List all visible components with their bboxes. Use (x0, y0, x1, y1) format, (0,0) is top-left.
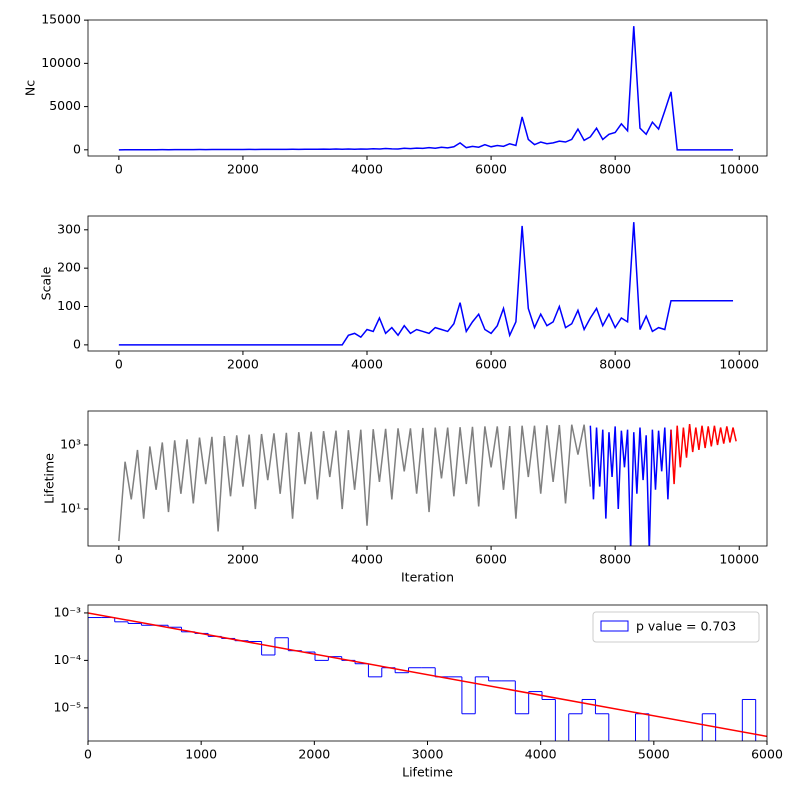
legend-box (592, 611, 760, 643)
y-tick-label: 10¹ (60, 501, 81, 516)
x-tick-label: 2000 (227, 357, 259, 372)
axes-frame (87, 19, 768, 157)
y-tick-label: 10³ (60, 436, 81, 451)
x-tick-label: 0 (115, 162, 123, 177)
y-tick-label: 100 (57, 298, 81, 313)
data-line (118, 424, 592, 542)
axes-frame (87, 410, 768, 547)
x-tick-label: 10000 (719, 162, 759, 177)
axes-frame (87, 604, 768, 742)
x-tick-label: 8000 (599, 162, 631, 177)
y-tick-label: 10000 (41, 55, 81, 70)
y-tick-label: 5000 (49, 98, 81, 113)
legend-label: p value = 0.703 (636, 619, 736, 634)
y-tick-label: 0 (73, 336, 81, 351)
data-line (118, 26, 734, 151)
x-tick-label: 0 (115, 357, 123, 372)
y-axis-label: Lifetime (42, 453, 57, 504)
data-line (589, 425, 672, 546)
x-tick-label: 10000 (719, 552, 759, 567)
data-line (670, 423, 737, 485)
x-tick-label: 3000 (412, 747, 444, 762)
plot-area (88, 612, 767, 741)
plot-area (118, 222, 734, 346)
x-tick-label: 6000 (475, 552, 507, 567)
y-tick-label: 300 (57, 221, 81, 236)
y-tick-label: 10⁻³ (53, 604, 81, 619)
x-tick-label: 6000 (475, 357, 507, 372)
x-tick-label: 5000 (638, 747, 670, 762)
x-tick-label: 10000 (719, 357, 759, 372)
axes-frame (87, 215, 768, 352)
y-axis-label: Nc (23, 80, 38, 96)
y-tick-label: 0 (73, 141, 81, 156)
y-tick-label: 10⁻⁵ (53, 699, 81, 714)
y-tick-label: 10⁻⁴ (53, 652, 81, 667)
x-tick-label: 4000 (351, 162, 383, 177)
x-tick-label: 4000 (351, 357, 383, 372)
x-axis-label: Lifetime (402, 765, 453, 780)
x-tick-label: 8000 (599, 357, 631, 372)
x-tick-label: 4000 (351, 552, 383, 567)
y-tick-label: 200 (57, 260, 81, 275)
x-tick-label: 0 (84, 747, 92, 762)
x-tick-label: 4000 (525, 747, 557, 762)
y-axis-label: Scale (39, 266, 54, 300)
x-tick-label: 6000 (751, 747, 783, 762)
x-tick-label: 1000 (185, 747, 217, 762)
legend-swatch (600, 620, 629, 632)
x-tick-label: 8000 (599, 552, 631, 567)
y-tick-label: 15000 (41, 12, 81, 27)
x-tick-label: 0 (115, 552, 123, 567)
x-tick-label: 2000 (227, 552, 259, 567)
x-tick-label: 2000 (227, 162, 259, 177)
data-line (118, 222, 734, 346)
x-tick-label: 6000 (475, 162, 507, 177)
plot-area (118, 26, 734, 151)
x-tick-label: 2000 (298, 747, 330, 762)
plot-area (118, 423, 737, 546)
x-axis-label: Iteration (401, 570, 454, 585)
fit-line (88, 612, 767, 738)
